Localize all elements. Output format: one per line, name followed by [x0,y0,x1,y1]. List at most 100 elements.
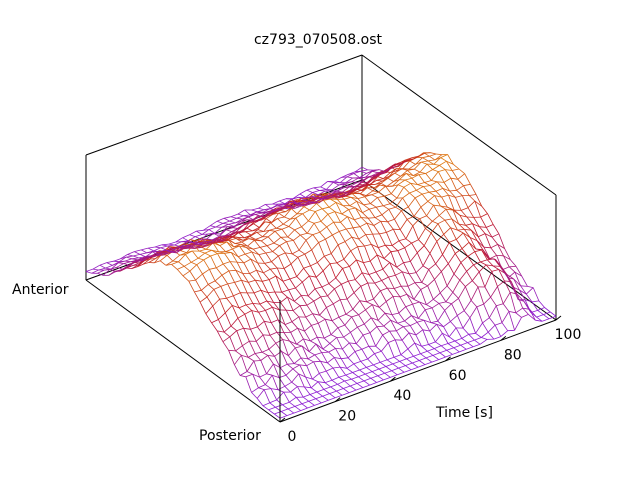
surface-mesh-line [550,312,556,316]
surface-mesh-line [398,248,405,251]
surface-mesh-line [480,260,487,262]
surface-mesh-line [465,174,471,185]
surface-mesh-line [283,219,290,224]
surface-mesh-line [397,263,404,268]
surface-mesh-line [221,286,227,298]
surface-mesh-line [494,337,501,340]
surface-mesh-line [329,207,335,211]
surface-mesh-line [492,237,498,244]
surface-mesh-line [324,389,330,393]
y-axis-label-anterior: Anterior [12,282,69,298]
surface-mesh-line [291,264,297,277]
surface-mesh [86,153,556,419]
surface-mesh-line [292,382,298,386]
surface-mesh-line [209,268,216,270]
surface-mesh-line [238,210,245,214]
surface-mesh-line [384,320,391,326]
surface-mesh-line [435,196,441,206]
y-axis-label-posterior: Posterior [199,428,261,444]
surface-mesh-line [316,271,323,277]
surface-mesh-line [549,316,556,319]
surface-mesh-line [279,213,285,217]
surface-mesh-line [256,335,263,341]
surface-mesh-line [282,292,288,297]
surface-mesh-line [370,255,377,261]
surface-mesh-line [206,306,213,314]
surface-mesh-line [161,248,167,250]
surface-mesh-line [410,322,417,325]
surface-mesh-line [443,242,450,254]
surface-mesh-line [309,344,316,352]
surface-mesh-line [448,344,454,348]
surface-mesh-line [224,253,230,261]
surface-mesh-line [212,323,218,331]
surface-mesh-line [326,235,333,239]
surface-mesh-line [294,301,300,305]
surface-mesh-line [499,234,505,249]
surface-mesh-line [388,219,395,222]
surface-mesh-line [355,352,361,362]
surface-mesh-line [320,308,327,316]
surface-mesh-line [235,233,241,234]
surface-mesh-line [303,395,310,398]
surface-mesh-line [266,252,273,253]
surface-mesh-line [233,293,240,296]
surface-mesh-line [350,201,357,205]
surface-mesh-line [378,177,384,179]
surface-mesh-line [447,274,454,286]
surface-mesh-line [377,196,384,197]
surface-mesh-line [364,318,371,324]
surface-mesh-line [476,323,483,333]
surface-mesh-line [248,280,255,282]
surface-mesh-line [272,201,279,204]
surface-mesh-line [160,255,167,260]
surface-mesh-line [339,375,346,377]
surface-mesh-line [380,362,386,366]
surface-mesh-line [423,330,429,345]
surface-mesh-line [215,275,222,281]
surface-mesh-line [223,342,229,351]
surface-mesh-line [364,324,370,333]
surface-mesh-line [252,208,259,210]
surface-mesh-line [421,286,428,290]
surface-mesh-line [330,343,336,348]
surface-mesh-line [425,153,431,154]
surface-mesh-line [282,402,289,405]
surface-mesh-line [457,186,464,191]
surface-mesh-line [177,269,183,275]
surface-mesh-line [406,304,413,307]
surface-mesh-line [484,297,491,304]
surface-mesh-line [322,284,329,287]
surface-mesh-line [353,373,359,377]
surface-mesh-line [419,240,425,246]
surface-mesh-line [406,307,412,316]
surface-mesh-line [262,352,268,355]
surface-mesh-line [383,263,390,270]
surface-mesh-line [430,182,437,186]
surface-mesh-line [346,309,353,314]
surface-mesh-line [106,265,113,268]
surface-mesh-line [299,250,305,254]
surface-mesh-line [356,344,362,350]
surface-mesh-line [389,209,395,219]
surface-mesh-line [223,262,230,264]
surface-mesh-line [185,247,191,248]
surface-mesh-line [468,201,475,208]
surface-mesh-line [365,246,371,261]
surface-mesh-line [282,290,289,292]
surface-mesh-line [331,335,337,338]
surface-mesh-line [278,256,284,269]
surface-mesh-line [414,169,420,172]
surface-mesh-line [219,236,225,237]
surface-mesh-line [431,172,438,181]
surface-mesh-line [344,199,350,205]
surface-mesh-line [198,258,204,260]
surface-mesh-line [334,178,341,182]
surface-mesh-line [269,349,275,356]
surface-mesh-line [385,373,391,377]
surface-mesh-line [285,253,291,264]
surface-mesh-line [389,277,395,288]
surface-mesh-line [426,358,432,362]
surface-mesh-line [481,338,487,340]
surface-mesh-line [291,387,298,393]
